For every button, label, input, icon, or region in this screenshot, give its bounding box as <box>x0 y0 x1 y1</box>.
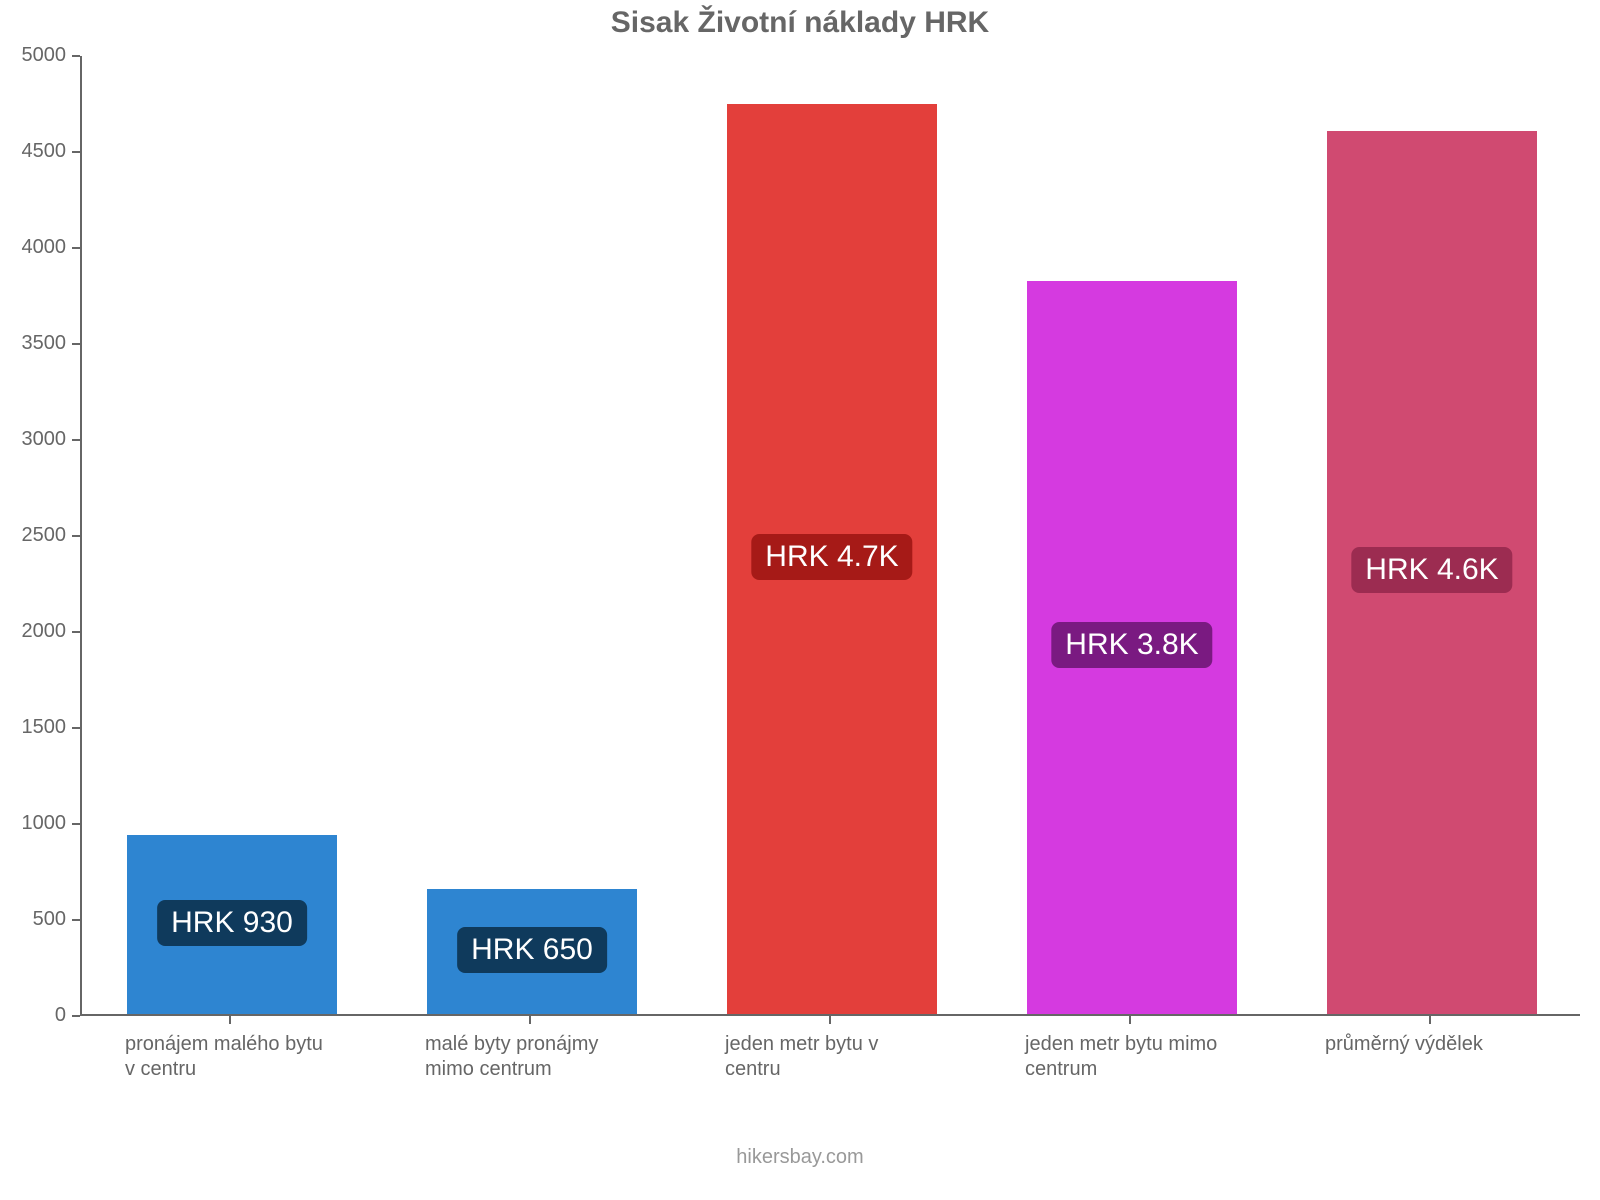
y-tick-label: 1000 <box>0 812 66 835</box>
x-tick <box>1429 1016 1431 1024</box>
y-tick-label: 3000 <box>0 428 66 451</box>
value-badge: HRK 930 <box>157 900 307 946</box>
chart-footer: hikersbay.com <box>0 1146 1600 1169</box>
y-tick <box>72 631 80 633</box>
cost-of-living-bar-chart: Sisak Životní náklady HRK HRK 930 HRK 650… <box>0 0 1600 1200</box>
y-tick-label: 2500 <box>0 524 66 547</box>
x-tick-label: malé byty pronájmy mimo centrum <box>425 1032 625 1082</box>
y-tick <box>72 919 80 921</box>
y-tick-label: 4500 <box>0 140 66 163</box>
value-badge: HRK 650 <box>457 927 607 973</box>
x-tick <box>229 1016 231 1024</box>
y-tick-label: 1500 <box>0 716 66 739</box>
value-badge: HRK 3.8K <box>1051 622 1212 668</box>
x-tick <box>529 1016 531 1024</box>
y-tick <box>72 151 80 153</box>
y-tick <box>72 727 80 729</box>
chart-title: Sisak Životní náklady HRK <box>0 6 1600 40</box>
x-tick <box>1129 1016 1131 1024</box>
y-tick <box>72 535 80 537</box>
x-tick-label: jeden metr bytu v centru <box>725 1032 925 1082</box>
y-tick-label: 500 <box>0 908 66 931</box>
y-tick <box>72 55 80 57</box>
y-tick-label: 0 <box>0 1004 66 1027</box>
y-tick <box>72 439 80 441</box>
value-badge: HRK 4.7K <box>751 534 912 580</box>
plot-area: HRK 930 HRK 650 HRK 4.7K HRK 3.8K HRK 4.6K <box>80 56 1580 1016</box>
x-tick <box>829 1016 831 1024</box>
y-tick-label: 2000 <box>0 620 66 643</box>
y-tick-label: 4000 <box>0 236 66 259</box>
y-tick-label: 3500 <box>0 332 66 355</box>
y-tick <box>72 823 80 825</box>
y-tick <box>72 247 80 249</box>
x-tick-label: pronájem malého bytu v centru <box>125 1032 325 1082</box>
y-tick <box>72 1015 80 1017</box>
x-tick-label: jeden metr bytu mimo centrum <box>1025 1032 1225 1082</box>
y-tick-label: 5000 <box>0 44 66 67</box>
y-tick <box>72 343 80 345</box>
x-tick-label: průměrný výdělek <box>1325 1032 1525 1057</box>
value-badge: HRK 4.6K <box>1351 547 1512 593</box>
